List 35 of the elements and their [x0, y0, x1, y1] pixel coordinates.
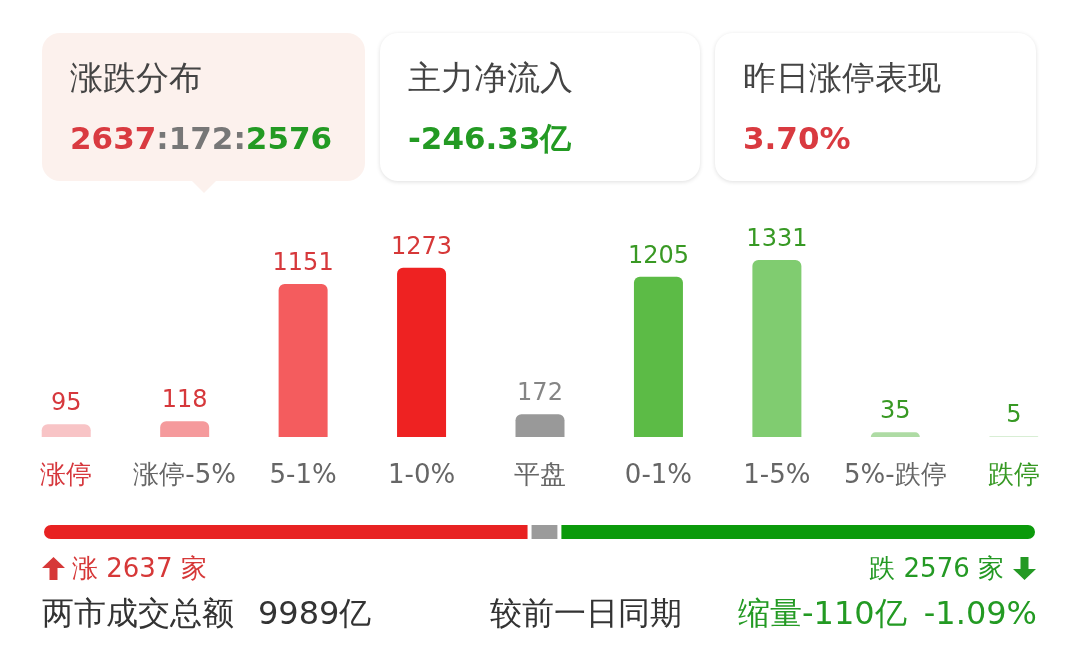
text: 涨 2637 家	[72, 553, 207, 583]
x-tick-label: 涨停-5%	[133, 459, 236, 489]
x-tick-label: 0-1%	[624, 459, 693, 489]
data-label: 35	[880, 396, 911, 425]
x-tick-label: 平盘	[514, 459, 566, 489]
bar	[278, 283, 328, 437]
bar	[633, 276, 683, 437]
text: 跌 2576 家	[869, 553, 1004, 583]
bar	[41, 424, 91, 437]
card: 主力净流入 -246.33亿	[380, 33, 700, 181]
x-tick-label: 5-1%	[269, 459, 337, 489]
card: 昨日涨停表现 3.70%	[715, 33, 1036, 181]
data-label: 95	[50, 388, 82, 417]
bar	[870, 432, 920, 437]
bar	[160, 421, 210, 437]
text: 两市成交总额	[42, 594, 234, 632]
data-label: 1205	[627, 240, 689, 269]
data-label: 5	[1006, 400, 1022, 429]
bar	[752, 260, 802, 437]
x-tick-label: 涨停	[40, 459, 93, 489]
text: 较前一日同期	[490, 594, 682, 632]
data-label: 1273	[391, 231, 453, 260]
text: 缩量-110亿	[738, 594, 907, 632]
data-label: 172	[517, 378, 563, 407]
data-label: 1331	[746, 224, 808, 252]
text: -1.09%	[923, 594, 1037, 632]
x-tick-label: 1-5%	[743, 459, 811, 489]
data-label: 1151	[272, 247, 334, 276]
data-label: 118	[161, 385, 208, 414]
bar	[515, 414, 565, 437]
x-tick-label: 5%-跌停	[844, 459, 947, 489]
bar	[397, 267, 447, 437]
x-tick-label: 1-0%	[387, 459, 456, 489]
x-tick-label: 跌停	[987, 459, 1040, 489]
text: 9989亿	[258, 594, 372, 632]
